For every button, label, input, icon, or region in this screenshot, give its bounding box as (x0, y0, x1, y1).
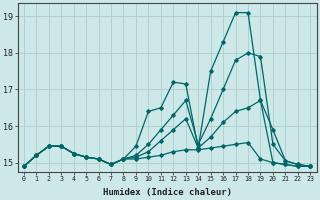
X-axis label: Humidex (Indice chaleur): Humidex (Indice chaleur) (103, 188, 232, 197)
